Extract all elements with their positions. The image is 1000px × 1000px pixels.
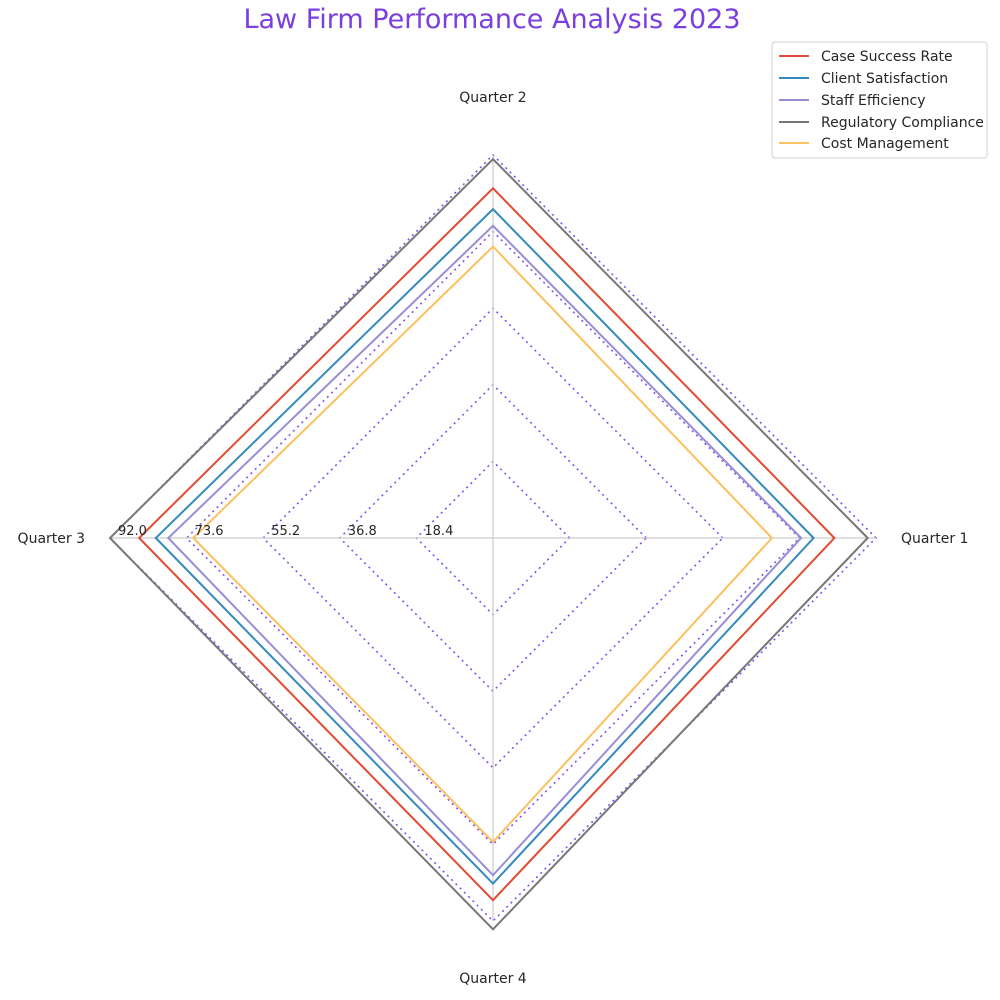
axis-labels: Quarter 1 Quarter 2 Quarter 3 Quarter 4 bbox=[18, 90, 969, 987]
tick-label: 55.2 bbox=[271, 524, 300, 539]
legend-box bbox=[771, 41, 988, 159]
tick-label: 36.8 bbox=[348, 524, 377, 539]
tick-label: 92.0 bbox=[118, 524, 147, 539]
radial-tick-labels: 18.4 36.8 55.2 73.6 92.0 bbox=[118, 524, 453, 539]
legend-label: Client Satisfaction bbox=[821, 71, 948, 87]
axis-label-quarter-3: Quarter 3 bbox=[18, 531, 85, 547]
grid-ring bbox=[185, 230, 801, 846]
axis-label-quarter-4: Quarter 4 bbox=[459, 971, 527, 987]
legend-label: Cost Management bbox=[821, 136, 949, 152]
legend-label: Regulatory Compliance bbox=[821, 115, 984, 131]
series-line-client-satisfaction bbox=[154, 207, 815, 885]
axis-label-quarter-1: Quarter 1 bbox=[901, 531, 968, 547]
series-line-staff-efficiency bbox=[166, 224, 803, 877]
chart-title: Law Firm Performance Analysis 2023 bbox=[243, 4, 740, 35]
tick-label: 18.4 bbox=[424, 524, 453, 539]
axis-spokes bbox=[110, 155, 876, 921]
grid-ring bbox=[108, 153, 878, 923]
axis-label-quarter-2: Quarter 2 bbox=[459, 90, 526, 106]
series-line-cost-management bbox=[191, 245, 774, 844]
series-group bbox=[108, 157, 870, 931]
legend: Case Success Rate Client Satisfaction St… bbox=[771, 41, 988, 159]
series-line-case-success-rate bbox=[137, 186, 836, 902]
legend-label: Staff Efficiency bbox=[821, 93, 926, 109]
tick-label: 73.6 bbox=[195, 524, 224, 539]
legend-label: Case Success Rate bbox=[821, 49, 953, 65]
series-line-regulatory-compliance bbox=[108, 157, 870, 931]
